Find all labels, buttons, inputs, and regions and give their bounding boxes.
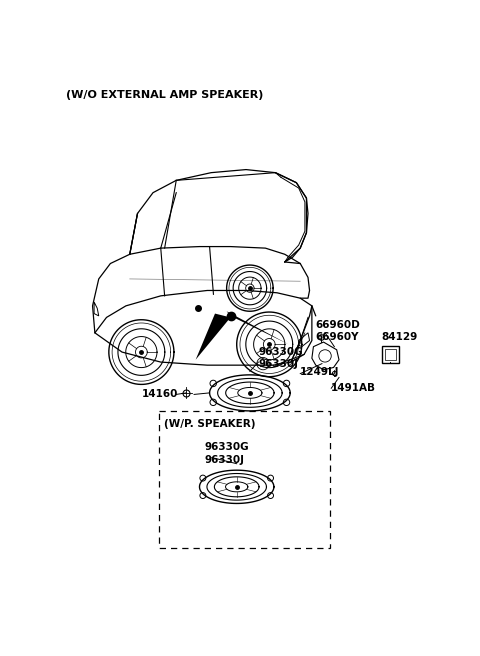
Text: 1249LJ: 1249LJ bbox=[300, 367, 340, 377]
Text: (W/P. SPEAKER): (W/P. SPEAKER) bbox=[164, 419, 255, 429]
Text: 96330G
96330J: 96330G 96330J bbox=[204, 442, 249, 464]
Bar bbox=[385, 349, 396, 359]
Text: 84129: 84129 bbox=[382, 332, 418, 342]
Polygon shape bbox=[227, 311, 288, 344]
Text: 66960D
66960Y: 66960D 66960Y bbox=[316, 319, 360, 342]
Bar bbox=[382, 346, 399, 363]
Text: 96330G
96330J: 96330G 96330J bbox=[258, 346, 303, 369]
Text: (W/O EXTERNAL AMP SPEAKER): (W/O EXTERNAL AMP SPEAKER) bbox=[66, 89, 264, 100]
Text: 1491AB: 1491AB bbox=[331, 383, 376, 393]
Text: 14160: 14160 bbox=[142, 390, 178, 400]
Polygon shape bbox=[196, 314, 230, 359]
